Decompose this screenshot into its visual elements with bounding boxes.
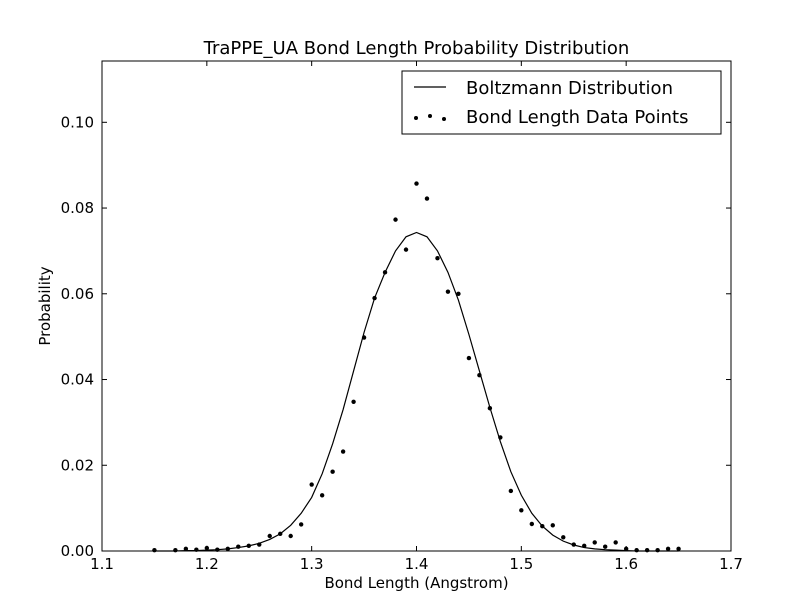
- y-tick-label: 0.10: [61, 113, 94, 131]
- data-point: [382, 270, 388, 275]
- x-tick-label: 1.5: [509, 555, 533, 573]
- data-point: [519, 508, 524, 513]
- data-point: [257, 542, 262, 547]
- x-tick-label: 1.3: [300, 555, 324, 573]
- data-point: [173, 547, 178, 553]
- boltzmann-distribution-line: [154, 231, 679, 552]
- legend-box: [401, 70, 722, 135]
- data-point: [655, 547, 660, 553]
- data-point: [466, 355, 472, 361]
- data-point: [340, 449, 346, 454]
- data-point: [236, 544, 241, 549]
- plot-frame: [101, 60, 732, 552]
- data-point: [393, 217, 398, 222]
- data-point: [225, 546, 230, 552]
- data-point: [623, 546, 629, 552]
- data-point: [498, 435, 503, 440]
- y-tick-label: 0.00: [61, 542, 94, 560]
- data-point: [561, 535, 566, 540]
- data-series: [152, 181, 681, 553]
- data-point: [183, 546, 189, 552]
- data-point: [278, 531, 283, 537]
- data-point: [414, 181, 419, 186]
- data-point: [288, 533, 293, 539]
- y-tick-label: 0.08: [61, 199, 94, 217]
- data-point: [267, 533, 272, 539]
- data-point: [550, 523, 555, 528]
- data-point: [372, 295, 377, 301]
- data-point: [592, 540, 597, 545]
- data-point: [582, 543, 587, 549]
- x-tick-label: 1.6: [614, 555, 638, 573]
- data-point: [477, 373, 482, 378]
- data-point: [613, 540, 618, 545]
- y-tick-label: 0.04: [61, 371, 94, 389]
- data-point: [424, 196, 430, 201]
- data-point: [330, 469, 335, 474]
- data-point: [644, 547, 650, 553]
- data-point: [298, 522, 304, 527]
- x-tick-label: 1.2: [195, 555, 219, 573]
- data-point: [361, 335, 367, 340]
- y-tick-label: 0.06: [61, 285, 94, 303]
- data-point: [309, 482, 314, 487]
- bond-length-data-points: [152, 181, 681, 553]
- y-tick-label: 0.02: [61, 456, 94, 474]
- data-point: [319, 493, 325, 498]
- data-point: [204, 545, 210, 551]
- legend: Boltzmann Distribution Bond Length Data …: [401, 70, 722, 135]
- data-point: [529, 521, 535, 527]
- data-point: [571, 542, 576, 547]
- y-axis-label: Probability: [36, 266, 54, 345]
- plot-area: [102, 61, 731, 551]
- data-point: [351, 399, 356, 405]
- legend-point-swatch: [428, 114, 432, 118]
- data-point: [634, 547, 639, 553]
- data-point: [445, 289, 451, 294]
- data-point: [403, 247, 409, 252]
- legend-point-swatch: [442, 117, 446, 121]
- data-point: [435, 256, 440, 261]
- data-point: [540, 523, 545, 529]
- data-point: [676, 546, 681, 552]
- x-tick-label: 1.7: [719, 555, 743, 573]
- legend-label-boltzmann: Boltzmann Distribution: [466, 78, 673, 99]
- data-point: [665, 546, 671, 552]
- data-point: [152, 547, 157, 553]
- legend-label-data-points: Bond Length Data Points: [466, 107, 689, 128]
- x-tick-label: 1.1: [90, 555, 114, 573]
- data-point: [456, 291, 461, 296]
- axis-ticks: 1.1 1.2 1.3 1.4 1.5 1.6 1.7 0.00 0.02 0.04 0.06 0.0…: [61, 61, 743, 573]
- data-point: [603, 544, 608, 549]
- x-axis-label: Bond Length (Angstrom): [324, 574, 508, 592]
- legend-point-swatch: [414, 116, 418, 120]
- data-point: [246, 543, 251, 549]
- x-tick-label: 1.4: [405, 555, 429, 573]
- data-point: [487, 406, 493, 411]
- chart-title: TraPPE_UA Bond Length Probability Distri…: [203, 38, 630, 59]
- data-point: [508, 488, 514, 494]
